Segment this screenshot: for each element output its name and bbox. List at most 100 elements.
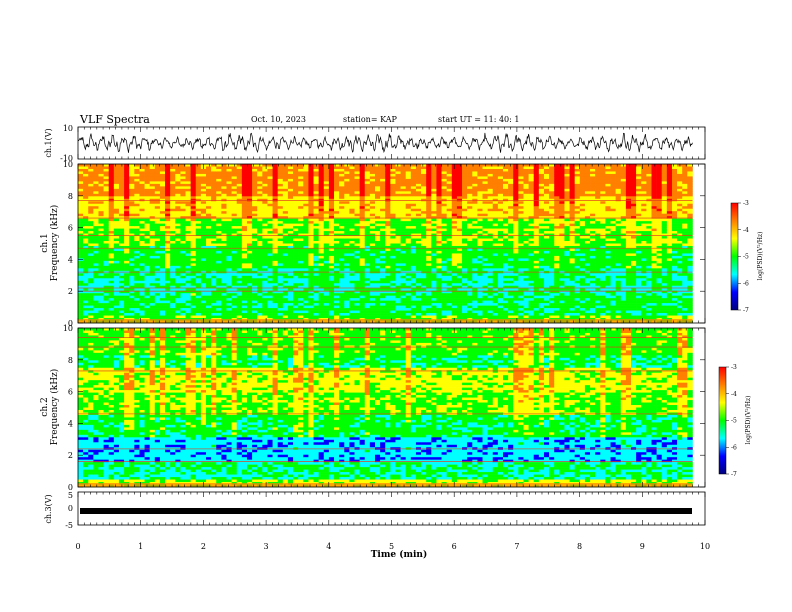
spectrogram-cell — [257, 295, 263, 299]
spectrogram-cell — [446, 196, 453, 200]
spectrogram-cell — [134, 265, 140, 269]
spectrogram-cell — [211, 300, 217, 304]
spectrogram-cell — [226, 293, 232, 296]
spectrogram-cell — [134, 193, 140, 197]
spectrogram-cell — [410, 211, 417, 214]
spectrogram-cell — [180, 213, 186, 217]
spectrogram-cell — [190, 193, 197, 197]
spectrogram-cell — [159, 285, 166, 289]
spectrogram-cell — [185, 273, 191, 277]
spectrogram-cell — [303, 191, 309, 195]
spectrogram-cell — [405, 181, 412, 185]
spectrogram-cell — [293, 243, 299, 247]
spectrogram-cell — [339, 223, 345, 227]
spectrogram-cell — [313, 201, 319, 205]
spectrogram-cell — [441, 275, 447, 279]
spectrogram-cell — [344, 218, 350, 222]
spectrogram-cell — [257, 228, 263, 232]
spectrogram-cell — [159, 310, 166, 314]
spectrogram-cell — [98, 164, 104, 167]
spectrogram-cell — [113, 223, 120, 227]
spectrogram-cell — [159, 218, 166, 222]
spectrogram-cell — [354, 310, 360, 314]
spectrogram-cell — [410, 315, 417, 319]
spectrogram-cell — [108, 178, 115, 182]
spectrogram-cell — [421, 308, 427, 311]
spectrogram-cell — [190, 243, 197, 247]
spectrogram-cell — [339, 213, 345, 217]
spectrogram-cell — [303, 313, 309, 316]
spectrogram-cell — [441, 191, 447, 195]
spectrogram-cell — [354, 303, 360, 306]
spectrogram-cell — [185, 193, 191, 197]
spectrogram-cell — [124, 290, 130, 294]
spectrogram-cell — [400, 236, 407, 239]
spectrogram-cell — [206, 191, 212, 195]
spectrogram-cell — [303, 315, 309, 319]
spectrogram-cell — [421, 181, 427, 185]
spectrogram-cell — [426, 208, 432, 212]
spectrogram-cell — [118, 216, 125, 219]
spectrogram-cell — [165, 176, 171, 180]
spectrogram-cell — [139, 265, 145, 269]
spectrogram-cell — [364, 206, 371, 210]
spectrogram-cell — [359, 233, 366, 237]
spectrogram-cell — [359, 201, 366, 205]
spectrogram-cell — [303, 236, 309, 239]
spectrogram-cell — [364, 248, 371, 252]
spectrogram-cell — [113, 236, 120, 239]
spectrogram-cell — [231, 293, 238, 296]
spectrogram-cell — [118, 288, 125, 291]
spectrogram-cell — [83, 298, 89, 301]
spectrogram-cell — [129, 313, 135, 316]
spectrogram-cell — [78, 253, 84, 257]
spectrogram-cell — [236, 293, 243, 296]
spectrogram-cell — [405, 283, 412, 287]
spectrogram-cell — [103, 303, 110, 306]
spectrogram-cell — [415, 250, 422, 254]
spectrogram-cell — [134, 298, 140, 301]
spectrogram-cell — [246, 253, 253, 257]
spectrogram-cell — [374, 260, 381, 264]
spectrogram-cell — [303, 211, 309, 214]
spectrogram-cell — [195, 260, 202, 264]
spectrogram-cell — [231, 168, 238, 172]
spectrogram-cell — [129, 280, 135, 284]
spectrogram-cell — [436, 233, 442, 237]
spectrogram-cell — [118, 293, 125, 296]
spectrogram-cell — [241, 231, 248, 234]
spectrogram-cell — [277, 305, 284, 309]
spectrogram-cell — [395, 168, 401, 172]
spectrogram-cell — [395, 221, 401, 224]
spectrogram-cell — [272, 216, 278, 219]
spectrogram-cell — [185, 171, 191, 175]
spectrogram-cell — [359, 216, 366, 219]
spectrogram-cell — [364, 265, 371, 269]
spectrogram-cell — [349, 231, 355, 234]
spectrogram-cell — [334, 245, 340, 249]
spectrogram-cell — [410, 196, 417, 200]
spectrogram-cell — [221, 218, 227, 222]
spectrogram-cell — [103, 173, 110, 177]
spectrogram-cell — [241, 308, 248, 311]
spectrogram-cell — [246, 288, 253, 291]
spectrogram-cell — [262, 288, 268, 291]
spectrogram-cell — [231, 201, 238, 205]
spectrogram-cell — [441, 288, 447, 291]
spectrogram-cell — [211, 290, 217, 294]
spectrogram-cell — [113, 203, 120, 207]
spectrogram-cell — [334, 188, 340, 192]
spectrogram-cell — [252, 278, 258, 282]
spectrogram-cell — [262, 223, 268, 227]
spectrogram-cell — [267, 191, 273, 195]
spectrogram-cell — [431, 280, 437, 284]
spectrogram-cell — [313, 315, 319, 319]
spectrogram-cell — [124, 241, 130, 244]
spectrogram-cell — [298, 253, 304, 257]
spectrogram-cell — [446, 233, 453, 237]
spectrogram-cell — [328, 231, 335, 234]
spectrogram-cell — [221, 221, 227, 224]
spectrogram-cell — [124, 278, 130, 282]
spectrogram-cell — [236, 181, 243, 185]
spectrogram-cell — [252, 268, 258, 272]
